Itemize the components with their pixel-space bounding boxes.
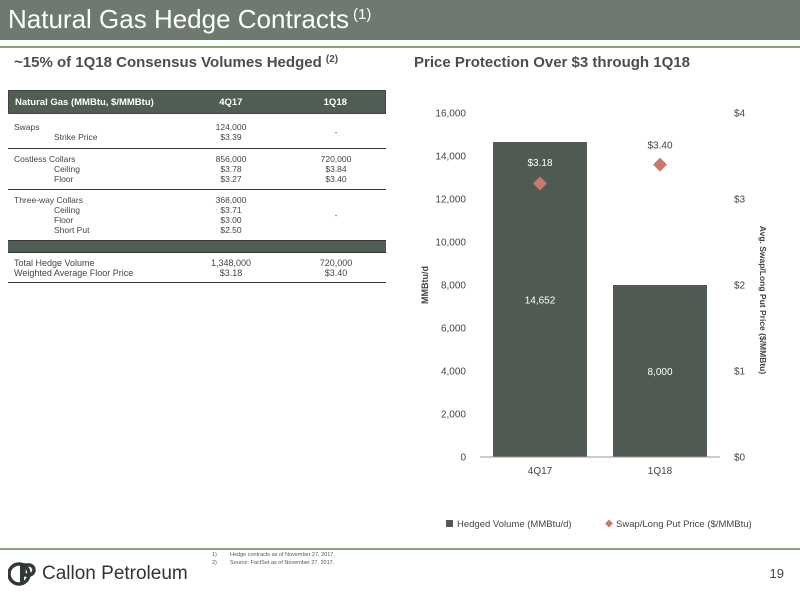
y2-tick-label: $1 xyxy=(734,367,746,378)
table-row: Costless Collars Ceiling Floor 856,000 $… xyxy=(8,149,386,190)
x-tick-label: 4Q17 xyxy=(528,466,553,477)
legend-swatch xyxy=(446,520,453,527)
table-cell: $3.40 xyxy=(324,268,348,278)
table-row: Total Hedge Volume Weighted Average Floo… xyxy=(8,253,386,283)
table-cell: 124,000 xyxy=(215,122,247,132)
y-axis-label: MMBtu/d xyxy=(420,266,430,304)
hedge-chart: 0 2,000 4,000 6,000 8,000 10,000 12,000 14,000 1… xyxy=(400,95,800,545)
y-tick-label: 0 xyxy=(460,453,466,464)
y2-tick-label: $0 xyxy=(734,453,746,464)
row-sublabel: Short Put xyxy=(54,225,90,235)
y2-axis-label: Avg. Swap/Long Put Price ($/MMBtu) xyxy=(758,226,768,375)
header-bar: Natural Gas Hedge Contracts (1) xyxy=(0,0,800,40)
bar xyxy=(493,141,587,457)
table-row: Three-way Collars Ceiling Floor Short Pu… xyxy=(8,190,386,241)
row-sublabel: Ceiling xyxy=(54,164,80,174)
price-point-label: $3.40 xyxy=(647,141,672,152)
bar-value-label: 14,652 xyxy=(525,295,556,306)
company-logo: Callon Petroleum xyxy=(8,562,188,586)
footnote: 1) Hedge contracts as of November 27, 201… xyxy=(212,552,335,558)
row-label: Costless Collars xyxy=(14,154,76,164)
y2-tick-label: $4 xyxy=(734,109,746,120)
bar-value-label: 8,000 xyxy=(647,367,672,378)
left-subtitle: ~15% of 1Q18 Consensus Volumes Hedged (2… xyxy=(14,54,339,71)
y-tick-label: 16,000 xyxy=(435,109,466,120)
legend-swatch xyxy=(605,519,613,528)
top-rule xyxy=(0,46,800,48)
x-tick-label: 1Q18 xyxy=(648,466,673,477)
table-cell: $3.00 xyxy=(220,215,242,225)
price-point xyxy=(653,157,667,172)
table-header-cell: 4Q17 xyxy=(219,96,243,108)
y-tick-label: 10,000 xyxy=(435,238,466,249)
page-title: Natural Gas Hedge Contracts (1) xyxy=(8,4,372,34)
table-cell: 368,000 xyxy=(215,195,247,205)
y-tick-label: 2,000 xyxy=(441,410,466,421)
table-cell: 720,000 xyxy=(320,154,352,164)
footnotes: 1) Hedge contracts as of November 27, 201… xyxy=(212,551,335,567)
table-cell: $3.40 xyxy=(325,174,347,184)
table-cell: $3.71 xyxy=(220,205,242,215)
chart-svg: 0 2,000 4,000 6,000 8,000 10,000 12,000 14,000 1… xyxy=(420,109,768,531)
table-cell: - xyxy=(334,210,338,220)
table-cell: $2.50 xyxy=(220,225,242,235)
logo-mark-icon xyxy=(8,562,36,586)
row-label: Total Hedge Volume xyxy=(14,258,95,268)
table-cell: $3.27 xyxy=(220,174,242,184)
table-cell: - xyxy=(334,127,338,137)
y2-tick-label: $3 xyxy=(734,195,746,206)
legend-label: Swap/Long Put Price ($/MMBtu) xyxy=(616,519,752,530)
table-header-cell: Natural Gas (MMBtu, $/MMBtu) xyxy=(15,96,154,108)
row-sublabel: Strike Price xyxy=(54,132,98,142)
row-label: Three-way Collars xyxy=(14,195,83,205)
table-cell: 1,348,000 xyxy=(210,258,252,268)
footnote: 2) Source: FactSet as of November 27, 201… xyxy=(212,560,335,566)
table-row: Swaps Strike Price 124,000 $3.39 - xyxy=(8,114,386,149)
table-cell: $3.78 xyxy=(220,164,242,174)
y-tick-label: 6,000 xyxy=(441,324,466,335)
hedge-table: Natural Gas (MMBtu, $/MMBtu) 4Q17 1Q18 S… xyxy=(8,90,386,283)
y-tick-label: 4,000 xyxy=(441,367,466,378)
right-subtitle: Price Protection Over $3 through 1Q18 xyxy=(414,54,690,71)
bottom-rule xyxy=(0,548,800,550)
bar xyxy=(613,285,707,457)
row-sublabel: Ceiling xyxy=(54,205,80,215)
price-point xyxy=(533,176,547,191)
y-tick-label: 14,000 xyxy=(435,152,466,163)
legend-label: Hedged Volume (MMBtu/d) xyxy=(457,519,572,530)
table-cell: $3.18 xyxy=(219,268,243,278)
row-sublabel: Floor xyxy=(54,215,74,225)
page-number: 19 xyxy=(769,566,784,581)
table-header-cell: 1Q18 xyxy=(323,96,347,108)
row-sublabel: Floor xyxy=(54,174,74,184)
y-tick-label: 12,000 xyxy=(435,195,466,206)
table-cell: 720,000 xyxy=(319,258,353,268)
y-tick-label: 8,000 xyxy=(441,281,466,292)
table-header-row: Natural Gas (MMBtu, $/MMBtu) 4Q17 1Q18 xyxy=(8,90,386,114)
row-label: Weighted Average Floor Price xyxy=(14,268,134,278)
y2-tick-label: $2 xyxy=(734,281,746,292)
table-separator xyxy=(8,241,386,253)
price-point-label: $3.18 xyxy=(527,158,552,169)
company-name: Callon Petroleum xyxy=(42,563,188,584)
table-cell: $3.39 xyxy=(220,132,242,142)
row-label: Swaps xyxy=(14,122,40,132)
table-cell: 856,000 xyxy=(215,154,247,164)
table-cell: $3.84 xyxy=(325,164,347,174)
